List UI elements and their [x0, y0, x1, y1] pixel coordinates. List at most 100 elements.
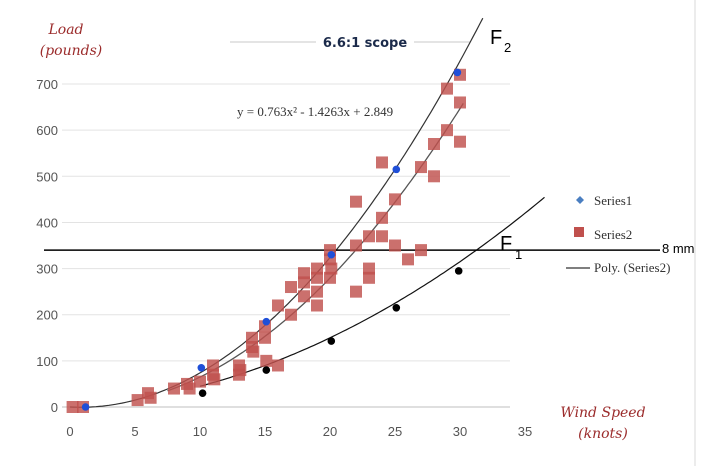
series2-point	[144, 391, 157, 404]
series2-point	[402, 253, 414, 266]
f1-curve	[199, 196, 545, 387]
series2-point	[311, 271, 323, 284]
series2-point	[272, 359, 284, 372]
legend-series2-label: Series2	[594, 227, 632, 242]
series2-point	[311, 262, 323, 275]
series2-point	[363, 271, 375, 284]
series2-point	[183, 382, 196, 395]
f1-annotation: F 1	[500, 233, 522, 262]
series2-point	[389, 239, 401, 252]
y-tick-label: 500	[36, 169, 58, 184]
f1-markers	[198, 267, 463, 397]
y-tick-label: 400	[36, 215, 58, 230]
f1-point	[454, 267, 463, 275]
series2-point	[207, 359, 219, 372]
x-tick-label: 0	[66, 424, 73, 439]
series2-point	[454, 96, 466, 109]
series2-point	[285, 281, 297, 294]
series1-point	[327, 250, 336, 259]
chart-title: 6.6:1 scope	[323, 36, 407, 51]
series1-markers	[81, 68, 462, 411]
series2-point	[298, 290, 310, 303]
series2-point	[285, 308, 297, 321]
f1-point	[198, 389, 207, 397]
series2-point	[234, 364, 247, 377]
series2-point	[298, 267, 310, 280]
series2-point	[168, 382, 180, 395]
series2-point	[311, 299, 323, 312]
series2-point	[208, 373, 221, 386]
series2-point	[454, 135, 466, 148]
series2-point	[363, 230, 375, 243]
series2-point	[298, 276, 310, 289]
f2-subscript: 2	[504, 40, 511, 55]
series2-point	[131, 394, 144, 407]
series2-point	[376, 211, 388, 224]
series2-point	[350, 195, 362, 208]
f1-point	[262, 366, 271, 374]
series1-point	[197, 363, 206, 372]
series1-point	[262, 317, 271, 326]
x-tick-label: 20	[323, 424, 337, 439]
reference-line-label: 8 mm	[662, 241, 695, 256]
x-tick-label: 10	[193, 424, 207, 439]
f1-point	[327, 337, 336, 345]
series2-point	[428, 170, 440, 183]
y-axis-title-line1: Load	[47, 22, 83, 38]
series2-point	[324, 253, 336, 266]
series2-point	[246, 331, 258, 344]
f1-point	[392, 303, 401, 312]
trendline-equation: y = 0.763x² - 1.4263x + 2.849	[237, 104, 393, 119]
series2-point	[350, 285, 362, 298]
series2-point	[389, 193, 401, 206]
series2-point	[311, 285, 323, 298]
chart-title-group: 6.6:1 scope	[230, 36, 470, 51]
x-axis-title-line2: (knots)	[578, 426, 628, 442]
series2-point	[376, 230, 388, 243]
f1-subscript: 1	[515, 247, 522, 262]
series2-point	[272, 299, 284, 312]
tick-labels: 0 5 10 15 20 25 30 35 0 100 200 300 400 500 600 700	[36, 77, 532, 439]
series2-point	[260, 354, 273, 367]
x-tick-label: 35	[518, 424, 532, 439]
series2-point	[363, 262, 375, 275]
x-tick-label: 15	[258, 424, 272, 439]
f2-annotation: F 2	[490, 27, 511, 55]
legend: Series1 Series2 Poly. (Series2)	[566, 193, 670, 275]
y-axis-title-line2: (pounds)	[40, 43, 103, 59]
y-tick-label: 300	[36, 262, 58, 277]
series2-point	[441, 82, 453, 95]
series1-point	[392, 165, 401, 174]
series1-point	[81, 403, 90, 411]
series2-point	[194, 375, 206, 388]
x-axis-title-line1: Wind Speed	[560, 405, 645, 421]
series2-point	[324, 271, 336, 284]
y-tick-label: 600	[36, 123, 58, 138]
legend-poly-label: Poly. (Series2)	[594, 260, 670, 275]
y-tick-label: 200	[36, 308, 58, 323]
series2-point	[415, 244, 427, 257]
series2-point	[259, 331, 271, 344]
x-tick-label: 25	[388, 424, 402, 439]
series2-markers	[66, 68, 466, 413]
series2-point	[441, 124, 453, 137]
series1-point	[453, 68, 462, 77]
y-tick-label: 0	[51, 400, 58, 415]
f2-letter: F	[490, 27, 502, 49]
series2-point	[350, 239, 362, 252]
x-tick-label: 5	[131, 424, 138, 439]
series2-point	[415, 161, 427, 174]
series2-point	[325, 262, 338, 275]
y-tick-label: 700	[36, 77, 58, 92]
legend-series2-marker	[574, 227, 584, 237]
legend-series1-label: Series1	[594, 193, 632, 208]
series2-point	[66, 401, 79, 413]
legend-series1-marker	[576, 196, 584, 204]
x-tick-label: 30	[453, 424, 467, 439]
series2-point	[247, 345, 260, 358]
series2-point	[376, 156, 388, 169]
f1-letter: F	[500, 233, 512, 255]
series2-point	[428, 138, 440, 151]
